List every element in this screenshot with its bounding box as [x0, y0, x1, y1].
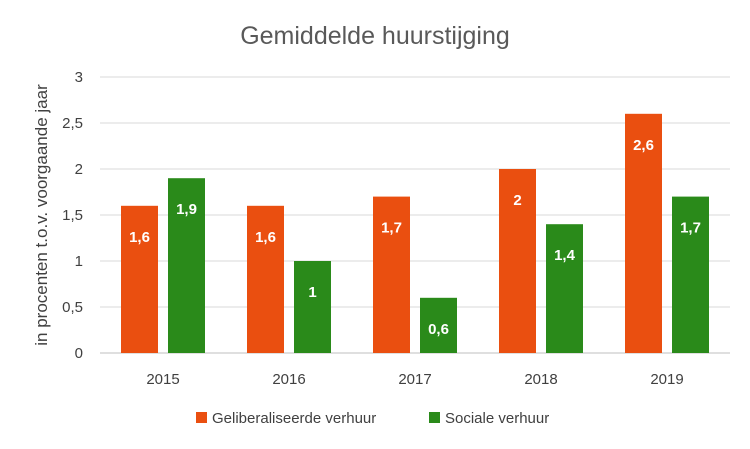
bar-sociaal-2018	[546, 224, 583, 353]
data-label: 2,6	[633, 137, 654, 154]
legend-swatch	[196, 412, 207, 423]
bar-geliberaliseerd-2016	[247, 205, 284, 353]
bar-sociaal-2019	[672, 196, 709, 353]
data-label: 0,6	[428, 321, 449, 338]
data-label: 1,9	[176, 201, 197, 218]
x-tick-label: 2019	[650, 371, 683, 388]
legend: Geliberaliseerde verhuur Sociale verhuur	[196, 410, 549, 427]
y-tick-label: 0	[75, 345, 83, 362]
bar-sociaal-2017	[420, 297, 457, 353]
bar-geliberaliseerd-2019	[625, 113, 662, 353]
data-label: 1	[308, 284, 316, 301]
legend-swatch	[429, 412, 440, 423]
bars: 1,6 1,9 1,6 1 1,7 0,6 2 1,4 2,6 1,7	[121, 113, 709, 353]
data-label: 1,6	[255, 229, 276, 246]
x-tick-label: 2016	[272, 371, 305, 388]
y-axis-ticks: 0 0,5 1 1,5 2 2,5 3	[62, 69, 83, 362]
data-label: 1,7	[381, 220, 402, 237]
data-label: 1,6	[129, 229, 150, 246]
x-tick-label: 2017	[398, 371, 431, 388]
legend-label: Sociale verhuur	[445, 410, 549, 427]
data-label: 1,7	[680, 220, 701, 237]
chart-title: Gemiddelde huurstijging	[240, 22, 510, 50]
y-tick-label: 1,5	[62, 207, 83, 224]
y-tick-label: 2	[75, 161, 83, 178]
x-axis-ticks: 2015 2016 2017 2018 2019	[146, 371, 683, 388]
bar-geliberaliseerd-2015	[121, 205, 158, 353]
bar-sociaal-2016	[294, 261, 331, 353]
bar-geliberaliseerd-2018	[499, 169, 536, 353]
bar-sociaal-2015	[168, 178, 205, 353]
y-tick-label: 2,5	[62, 115, 83, 132]
legend-label: Geliberaliseerde verhuur	[212, 410, 376, 427]
x-tick-label: 2015	[146, 371, 179, 388]
data-label: 1,4	[554, 247, 576, 264]
y-tick-label: 0,5	[62, 299, 83, 316]
data-label: 2	[513, 192, 521, 209]
bar-geliberaliseerd-2017	[373, 196, 410, 353]
y-axis-label: in procenten t.o.v. voorgaande jaar	[32, 84, 51, 346]
x-tick-label: 2018	[524, 371, 557, 388]
y-tick-label: 3	[75, 69, 83, 86]
y-tick-label: 1	[75, 253, 83, 270]
